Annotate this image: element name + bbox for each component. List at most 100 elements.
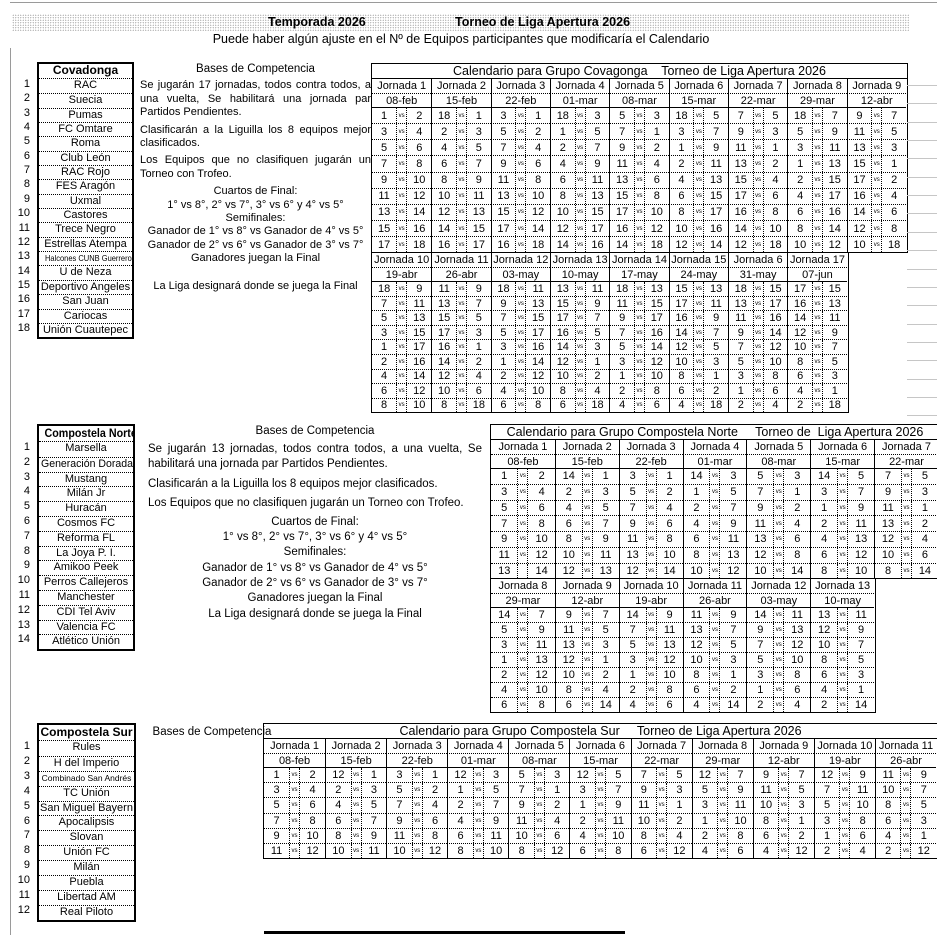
- home-team-number: 3: [757, 669, 764, 682]
- match-cell: 13 vs 7: [682, 622, 747, 638]
- home-team-number: 5: [501, 501, 508, 514]
- jornada-label: Jornada 10: [372, 253, 431, 267]
- home-team-number: 10: [637, 814, 650, 827]
- home-team-number: 1: [381, 109, 388, 122]
- home-team-number: 14: [498, 609, 511, 622]
- away-team-number: 1: [554, 784, 561, 797]
- away-team-number: 7: [737, 769, 744, 782]
- match-cell: 10 vs 7: [810, 637, 875, 653]
- jornada-label: Jornada 2: [431, 79, 490, 93]
- home-team-number: 14: [818, 470, 831, 483]
- away-team-number: 10: [532, 384, 545, 397]
- vs-label: vs: [396, 156, 408, 172]
- match-cell: 18 vs 7: [787, 107, 847, 124]
- row-number: 5: [23, 799, 30, 812]
- match-cell: 4 vs 12: [752, 842, 814, 859]
- vs-label: vs: [693, 355, 705, 369]
- vs-label: vs: [533, 843, 545, 859]
- match-cell: 3 vs 4: [372, 123, 432, 140]
- home-team-number: 13: [853, 141, 866, 154]
- home-team-number: 4: [457, 814, 464, 827]
- away-team-number: 10: [535, 684, 548, 697]
- match-cell: 12 vs 18: [727, 236, 788, 253]
- row-number: 12: [17, 603, 30, 616]
- home-team-number: 1: [821, 501, 828, 514]
- away-team-number: 4: [554, 814, 561, 827]
- home-team-number: 13: [497, 190, 510, 203]
- vs-label: vs: [837, 623, 849, 638]
- match-cell: 7 vs 4: [386, 797, 448, 813]
- away-team-number: 2: [794, 501, 801, 514]
- bases-paragraph: Clasificarán a la Liguilla los 8 equipos…: [140, 123, 371, 150]
- row-number: 10: [17, 874, 30, 887]
- away-team-number: 13: [854, 533, 868, 546]
- row-number: 5: [23, 500, 30, 513]
- jornada-label: Jornada 12: [490, 253, 550, 268]
- home-team-number: 16: [794, 297, 807, 310]
- away-team-number: 9: [538, 624, 545, 637]
- match-cell: 12 vs 7: [691, 767, 753, 783]
- vs-label: vs: [837, 608, 849, 623]
- jornada-date: 19-abr: [618, 593, 683, 608]
- home-team-number: 5: [518, 769, 525, 782]
- vs-label: vs: [595, 798, 607, 813]
- home-team-number: 16: [616, 222, 629, 235]
- away-team-number: 11: [791, 609, 803, 622]
- away-team-number: 1: [535, 109, 542, 122]
- jornada-date: 08-feb: [491, 454, 555, 468]
- home-team-number: 15: [853, 157, 866, 170]
- home-team-number: 9: [737, 326, 744, 339]
- away-team-number: 9: [858, 624, 865, 637]
- jornada-label-text: Jornada 14: [611, 254, 667, 267]
- away-team-number: 7: [831, 341, 838, 354]
- home-team-number: 6: [678, 384, 685, 397]
- vs-label: vs: [581, 683, 593, 698]
- home-team-number: 17: [377, 238, 391, 251]
- match-cell: 6 vs 7: [554, 515, 619, 531]
- vs-label: vs: [645, 668, 657, 683]
- bases-centered-line: Ganador de 2° vs 6° vs Ganador de 3° vs …: [147, 238, 364, 251]
- match-cell: 14 vs 1: [554, 468, 619, 484]
- match-cell: 15 vs 1: [846, 155, 906, 172]
- match-cell: 15 vs 5: [431, 310, 491, 325]
- jornada-date-text: 01-mar: [697, 456, 733, 468]
- vs-label: vs: [396, 398, 408, 413]
- jornada-label-text: Jornada 5: [754, 441, 804, 453]
- vs-label: vs: [350, 798, 362, 813]
- away-team-number: 7: [858, 486, 865, 499]
- match-cell: 7 vs 12: [727, 339, 788, 354]
- match-cell: 11 vs 8: [618, 531, 683, 547]
- away-team-number: 9: [920, 769, 927, 782]
- home-team-number: 9: [762, 769, 770, 782]
- home-team-number: 2: [629, 684, 636, 697]
- vs-label: vs: [811, 325, 823, 340]
- away-team-number: 4: [416, 125, 423, 138]
- home-team-number: 6: [640, 845, 647, 858]
- vs-label: vs: [517, 484, 529, 500]
- away-team-number: 10: [306, 829, 319, 842]
- vs-label: vs: [411, 768, 423, 783]
- team-row: Combinado San Andrés: [39, 770, 134, 786]
- vs-label: vs: [752, 384, 764, 398]
- match-cell: 18 vs 5: [668, 107, 728, 124]
- home-team-number: 15: [497, 206, 510, 219]
- team-row: Atlético Unión: [39, 634, 133, 649]
- match-cell: 12 vs 14: [618, 562, 683, 579]
- match-cell: 8 vs 18: [431, 397, 491, 413]
- away-team-number: 8: [535, 399, 542, 412]
- vs-label: vs: [517, 698, 529, 713]
- match-cell: 3 vs 15: [372, 324, 432, 340]
- match-cell: 1 vs 6: [813, 827, 875, 843]
- away-team-number: 18: [532, 238, 545, 251]
- away-team-number: 12: [769, 341, 782, 354]
- home-team-number: 1: [381, 341, 388, 354]
- jornada-label-text: Jornada 4: [690, 441, 740, 453]
- home-team-number: 13: [734, 297, 747, 310]
- vs-label: vs: [837, 469, 849, 484]
- match-cell: 12 vs 3: [447, 767, 509, 783]
- vs-label: vs: [574, 220, 586, 237]
- vs-label: vs: [595, 768, 607, 783]
- vs-label: vs: [709, 547, 721, 563]
- vs-label: vs: [645, 623, 657, 638]
- home-team-number: 15: [377, 222, 391, 235]
